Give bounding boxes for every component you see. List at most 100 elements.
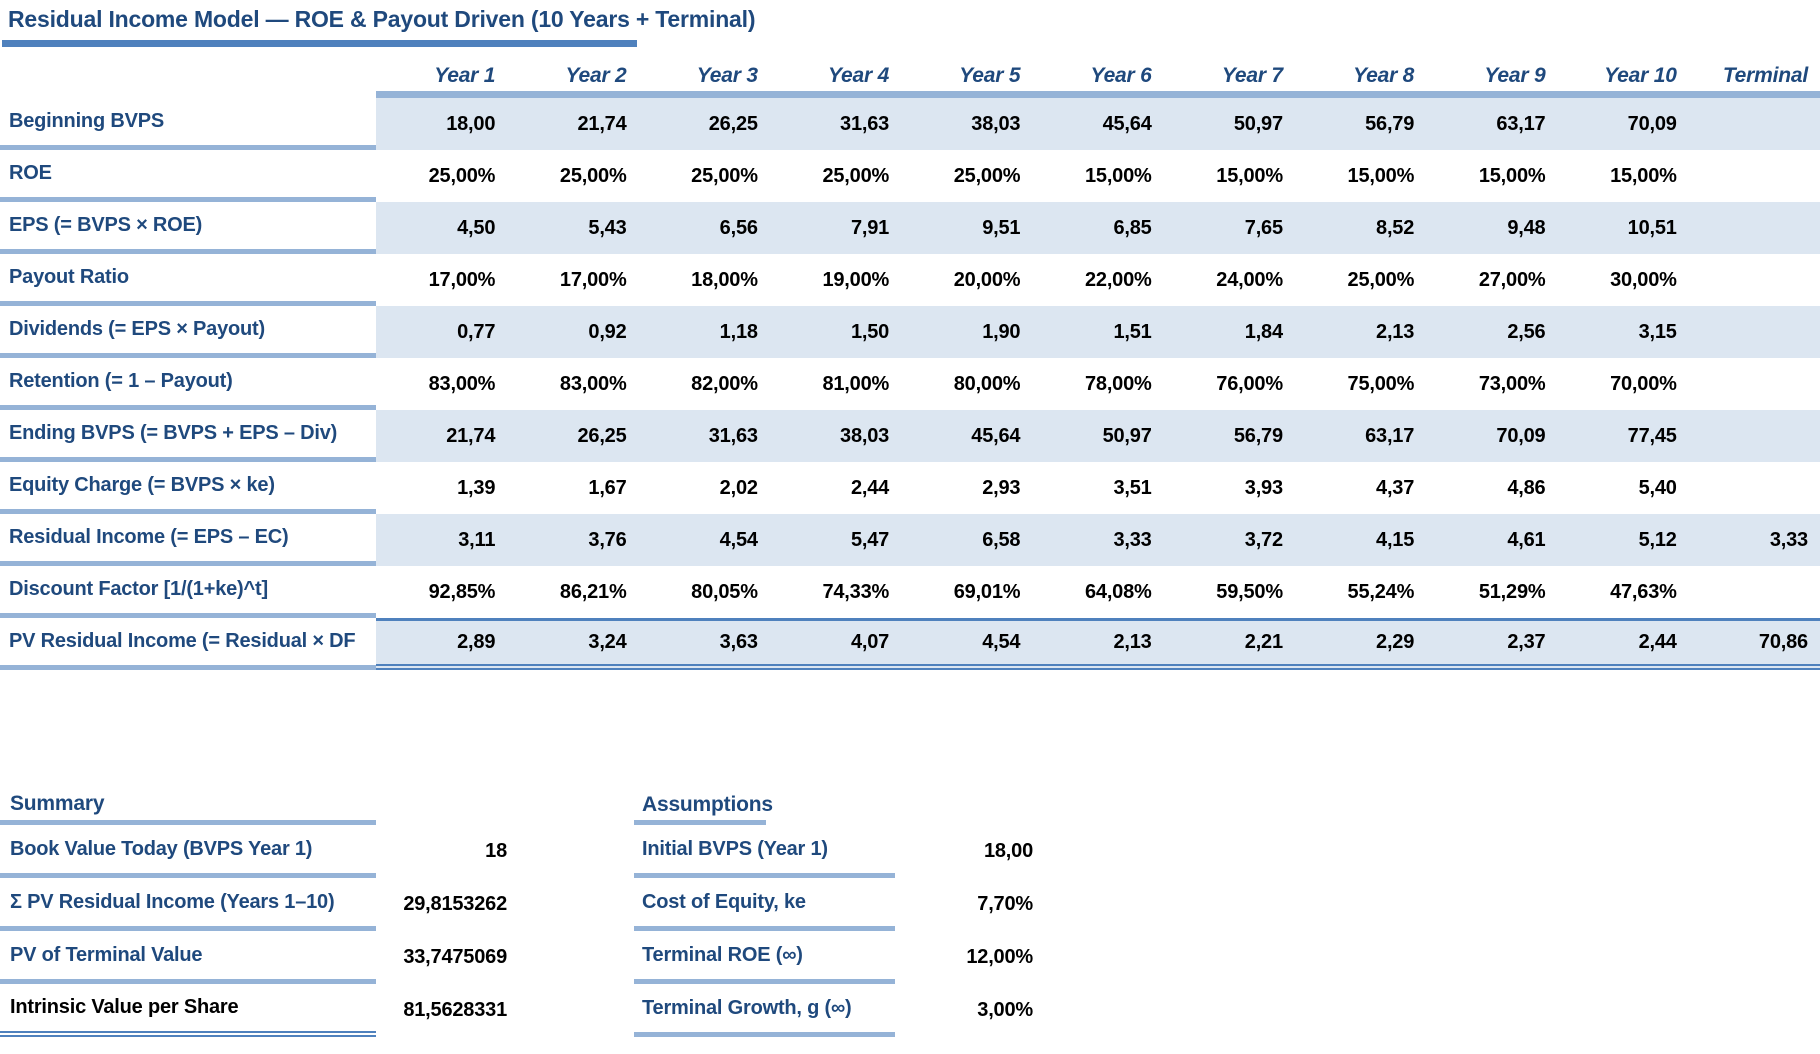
value-cell[interactable]: 25,00% bbox=[953, 164, 1021, 187]
value-cell[interactable]: 9,48 bbox=[1507, 216, 1546, 239]
summary-value-cell[interactable]: 29,8153262 bbox=[403, 893, 507, 915]
value-cell[interactable]: 21,74 bbox=[446, 424, 496, 447]
value-cell[interactable]: 70,09 bbox=[1627, 112, 1677, 135]
value-cell[interactable]: 5,43 bbox=[588, 216, 627, 239]
value-cell[interactable]: 51,29% bbox=[1478, 580, 1546, 603]
value-cell[interactable]: 19,00% bbox=[822, 268, 890, 291]
value-cell[interactable]: 4,54 bbox=[982, 631, 1021, 653]
value-cell[interactable]: 4,07 bbox=[850, 631, 890, 653]
value-cell[interactable]: 45,64 bbox=[971, 424, 1021, 447]
value-cell[interactable]: 4,37 bbox=[1376, 476, 1415, 499]
value-cell[interactable]: 63,17 bbox=[1496, 112, 1546, 135]
value-cell[interactable]: 59,50% bbox=[1216, 580, 1283, 603]
value-cell[interactable] bbox=[1689, 410, 1820, 462]
value-cell[interactable]: 31,63 bbox=[840, 112, 890, 135]
value-cell[interactable]: 1,84 bbox=[1244, 320, 1283, 343]
value-cell[interactable]: 15,00% bbox=[1610, 164, 1677, 187]
value-cell[interactable]: 4,86 bbox=[1507, 476, 1546, 499]
value-cell[interactable]: 3,93 bbox=[1244, 476, 1283, 499]
value-cell[interactable] bbox=[1689, 306, 1820, 358]
value-cell[interactable] bbox=[1689, 202, 1820, 254]
value-cell[interactable]: 2,13 bbox=[1113, 631, 1152, 653]
value-cell[interactable]: 0,92 bbox=[588, 320, 627, 343]
value-cell[interactable]: 80,00% bbox=[953, 372, 1021, 395]
value-cell[interactable]: 86,21% bbox=[559, 580, 627, 603]
value-cell[interactable]: 6,56 bbox=[719, 216, 758, 239]
value-cell[interactable]: 3,11 bbox=[458, 528, 496, 551]
value-cell[interactable]: 4,15 bbox=[1376, 528, 1415, 551]
value-cell[interactable]: 15,00% bbox=[1084, 164, 1152, 187]
value-cell[interactable]: 2,44 bbox=[1638, 631, 1677, 653]
value-cell[interactable]: 5,47 bbox=[850, 528, 890, 551]
value-cell[interactable]: 63,17 bbox=[1365, 424, 1415, 447]
value-cell[interactable]: 74,33% bbox=[822, 580, 890, 603]
value-cell[interactable]: 15,00% bbox=[1347, 164, 1415, 187]
value-cell[interactable]: 83,00% bbox=[428, 372, 496, 395]
value-cell[interactable]: 83,00% bbox=[559, 372, 627, 395]
value-cell[interactable]: 1,51 bbox=[1113, 320, 1152, 343]
value-cell[interactable]: 26,25 bbox=[577, 424, 627, 447]
value-cell[interactable]: 55,24% bbox=[1347, 580, 1415, 603]
value-cell[interactable]: 3,24 bbox=[588, 631, 627, 653]
value-cell[interactable]: 3,33 bbox=[1769, 528, 1808, 551]
value-cell[interactable]: 92,85% bbox=[428, 580, 496, 603]
value-cell[interactable]: 2,44 bbox=[850, 476, 890, 499]
value-cell[interactable]: 6,58 bbox=[982, 528, 1021, 551]
value-cell[interactable]: 25,00% bbox=[822, 164, 890, 187]
value-cell[interactable]: 4,54 bbox=[719, 528, 758, 551]
value-cell[interactable]: 26,25 bbox=[708, 112, 758, 135]
value-cell[interactable]: 1,67 bbox=[588, 476, 627, 499]
value-cell[interactable]: 64,08% bbox=[1084, 580, 1152, 603]
value-cell[interactable]: 4,61 bbox=[1507, 528, 1546, 551]
value-cell[interactable] bbox=[1689, 462, 1820, 514]
value-cell[interactable]: 76,00% bbox=[1216, 372, 1283, 395]
value-cell[interactable]: 3,63 bbox=[719, 631, 758, 653]
value-cell[interactable]: 5,40 bbox=[1638, 476, 1677, 499]
value-cell[interactable]: 21,74 bbox=[577, 112, 627, 135]
value-cell[interactable]: 38,03 bbox=[840, 424, 890, 447]
value-cell[interactable]: 31,63 bbox=[708, 424, 758, 447]
value-cell[interactable]: 25,00% bbox=[559, 164, 627, 187]
value-cell[interactable]: 30,00% bbox=[1610, 268, 1677, 291]
value-cell[interactable]: 10,51 bbox=[1627, 216, 1677, 239]
value-cell[interactable]: 70,86 bbox=[1758, 631, 1808, 653]
value-cell[interactable] bbox=[1689, 150, 1820, 202]
value-cell[interactable]: 25,00% bbox=[1347, 268, 1415, 291]
value-cell[interactable]: 27,00% bbox=[1478, 268, 1546, 291]
value-cell[interactable]: 8,52 bbox=[1376, 216, 1415, 239]
value-cell[interactable]: 17,00% bbox=[428, 268, 496, 291]
value-cell[interactable]: 2,93 bbox=[982, 476, 1021, 499]
value-cell[interactable]: 56,79 bbox=[1233, 424, 1283, 447]
assumption-value-cell[interactable]: 7,70% bbox=[977, 893, 1033, 915]
value-cell[interactable]: 1,90 bbox=[982, 320, 1021, 343]
value-cell[interactable]: 20,00% bbox=[953, 268, 1021, 291]
value-cell[interactable]: 77,45 bbox=[1627, 424, 1677, 447]
value-cell[interactable]: 2,13 bbox=[1376, 320, 1415, 343]
value-cell[interactable]: 7,91 bbox=[850, 216, 890, 239]
value-cell[interactable]: 2,02 bbox=[719, 476, 758, 499]
assumption-value-cell[interactable]: 12,00% bbox=[966, 946, 1033, 968]
value-cell[interactable]: 22,00% bbox=[1084, 268, 1152, 291]
value-cell[interactable]: 4,50 bbox=[457, 216, 496, 239]
value-cell[interactable]: 1,18 bbox=[719, 320, 758, 343]
value-cell[interactable]: 69,01% bbox=[953, 580, 1021, 603]
value-cell[interactable]: 78,00% bbox=[1084, 372, 1152, 395]
value-cell[interactable]: 2,89 bbox=[457, 631, 496, 653]
value-cell[interactable]: 9,51 bbox=[982, 216, 1021, 239]
value-cell[interactable]: 5,12 bbox=[1638, 528, 1677, 551]
value-cell[interactable]: 24,00% bbox=[1216, 268, 1283, 291]
value-cell[interactable]: 18,00% bbox=[691, 268, 758, 291]
value-cell[interactable]: 25,00% bbox=[691, 164, 758, 187]
value-cell[interactable]: 70,00% bbox=[1610, 372, 1677, 395]
value-cell[interactable]: 50,97 bbox=[1233, 112, 1283, 135]
value-cell[interactable] bbox=[1689, 254, 1820, 306]
value-cell[interactable] bbox=[1689, 98, 1820, 150]
value-cell[interactable]: 75,00% bbox=[1347, 372, 1415, 395]
value-cell[interactable]: 50,97 bbox=[1102, 424, 1152, 447]
value-cell[interactable]: 80,05% bbox=[691, 580, 758, 603]
value-cell[interactable]: 45,64 bbox=[1102, 112, 1152, 135]
value-cell[interactable] bbox=[1689, 358, 1820, 410]
value-cell[interactable]: 6,85 bbox=[1113, 216, 1152, 239]
value-cell[interactable]: 81,00% bbox=[822, 372, 890, 395]
value-cell[interactable]: 82,00% bbox=[691, 372, 758, 395]
